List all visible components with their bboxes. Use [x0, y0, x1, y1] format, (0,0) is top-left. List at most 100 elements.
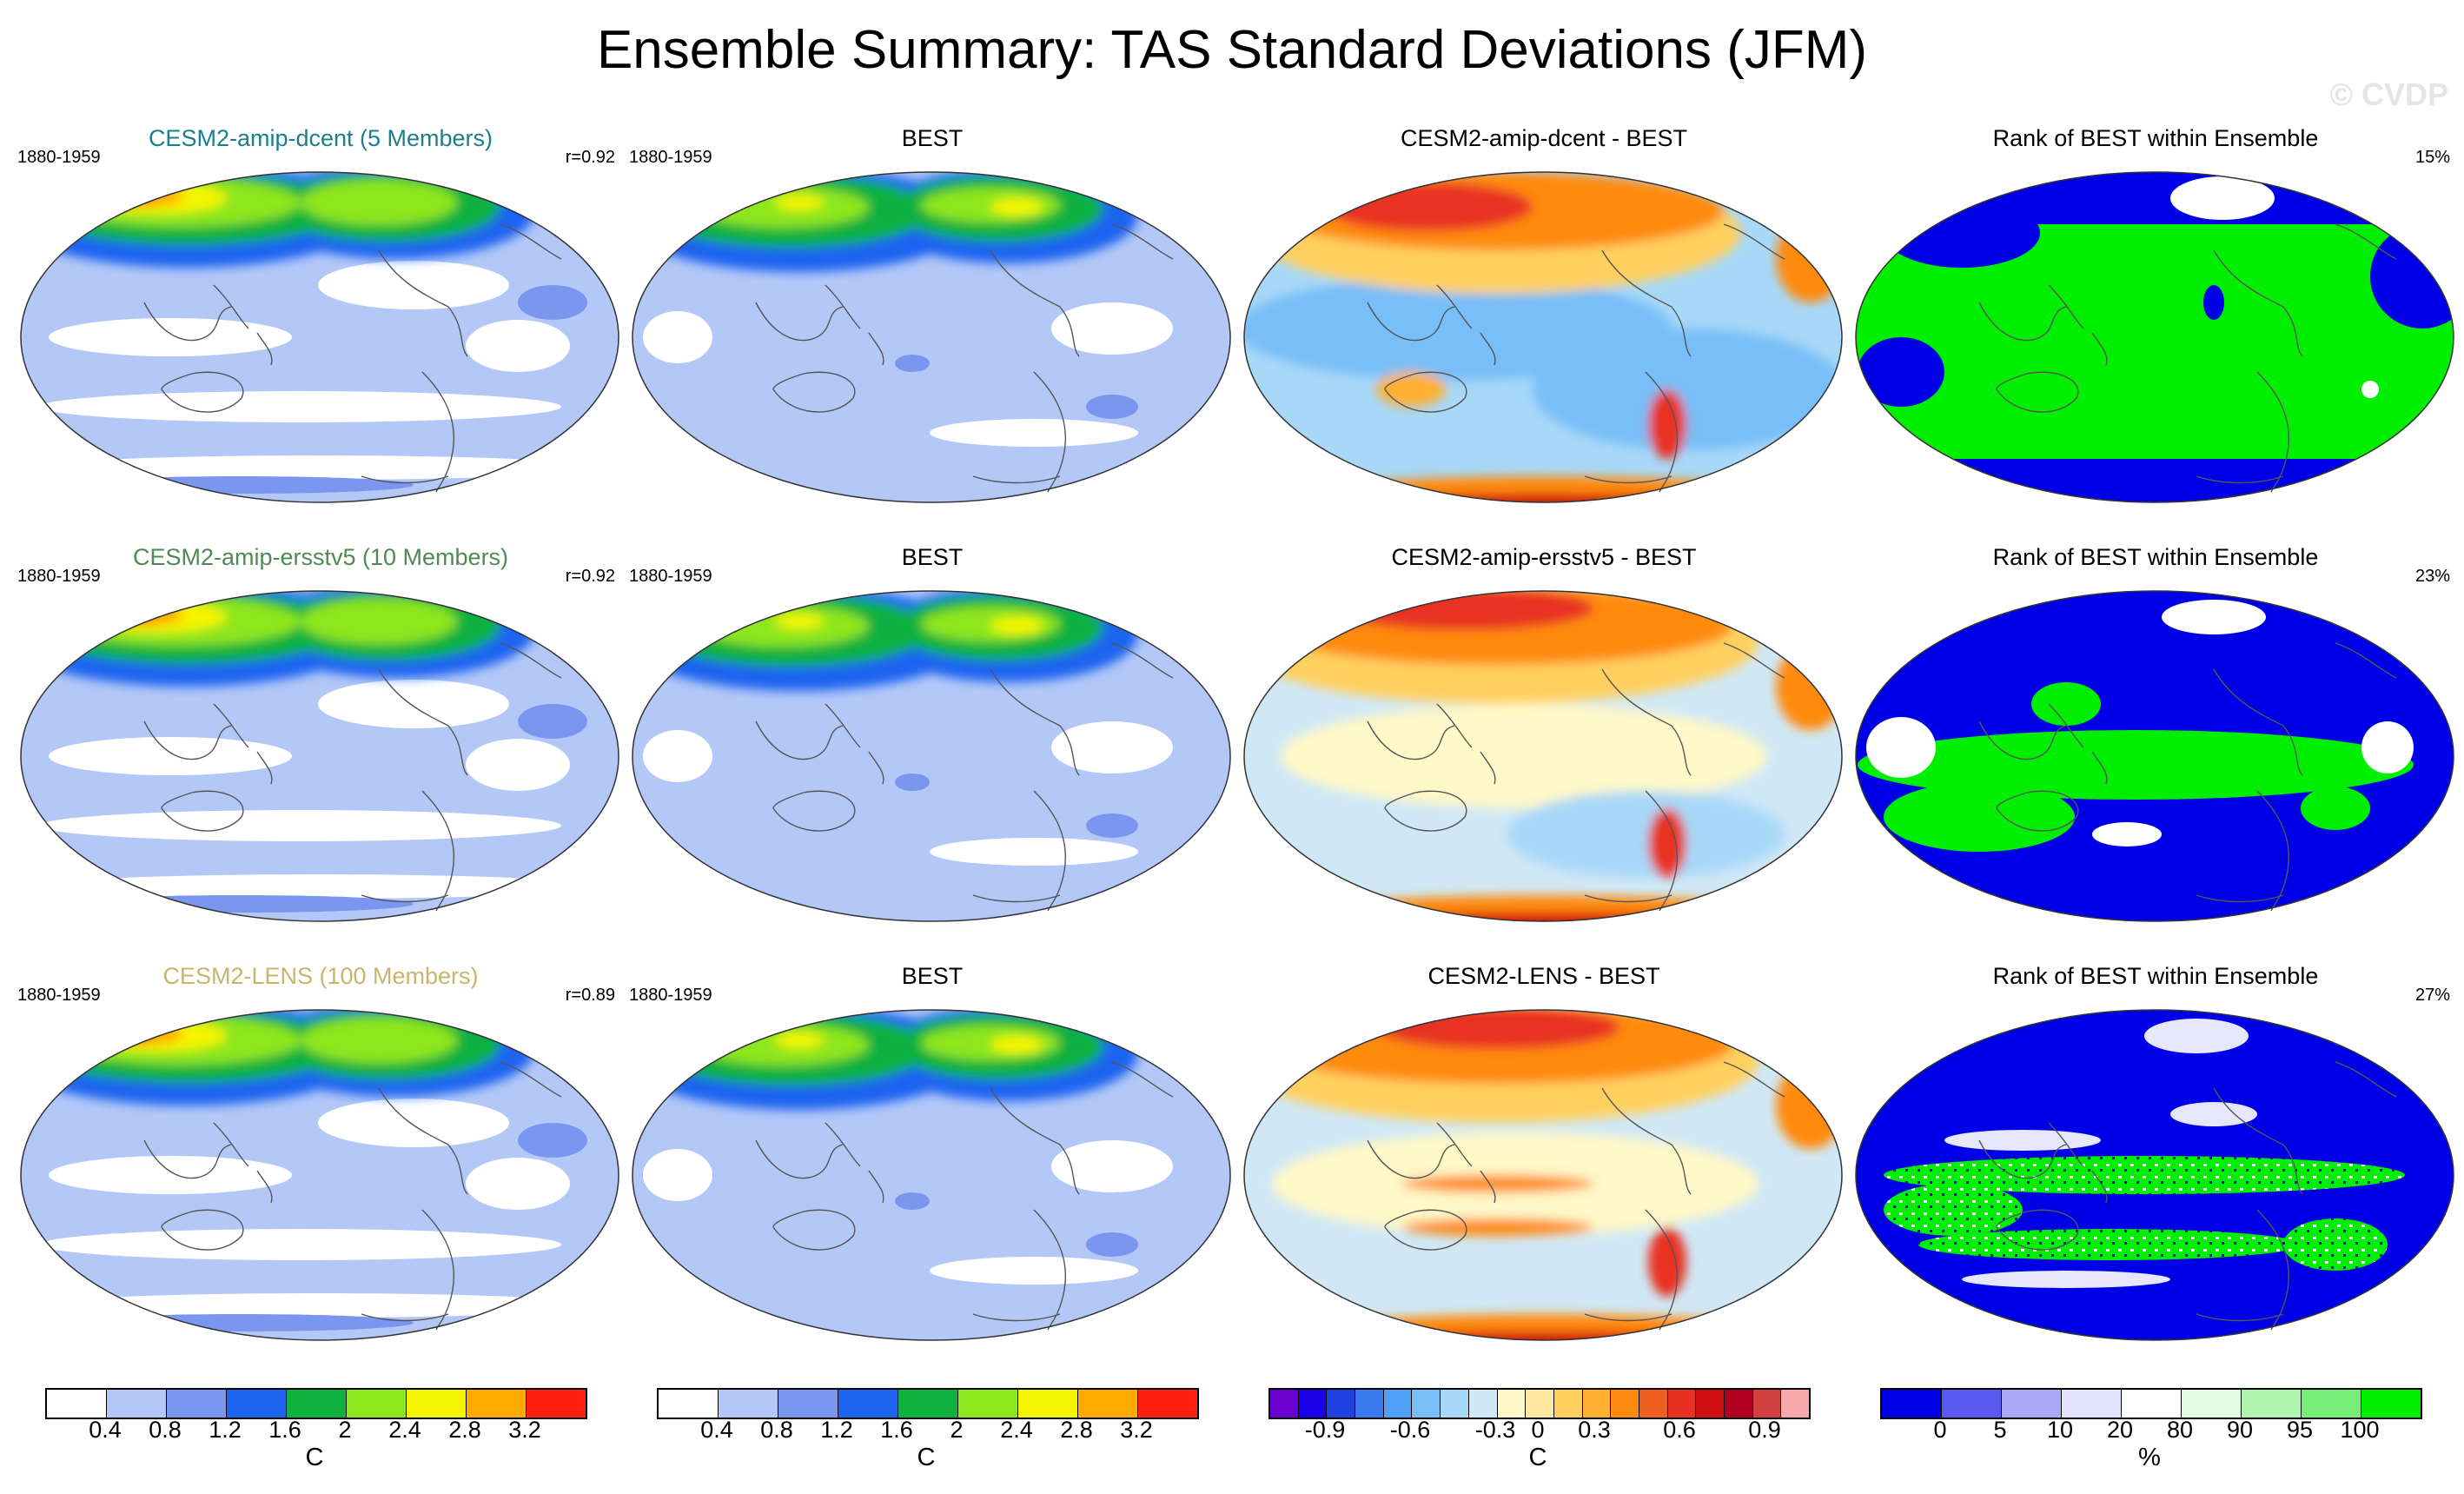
colorbar-box — [1018, 1390, 1078, 1418]
panel-r2-best: BEST 1880-1959 — [626, 544, 1239, 930]
colorbar-box — [1298, 1390, 1328, 1418]
legend-unit: C — [917, 1444, 936, 1471]
std-map-ensemble — [14, 966, 627, 1349]
legend-tick: 0 — [1531, 1417, 1545, 1443]
legend-tick: 3.2 — [508, 1417, 541, 1443]
colorbar-box — [287, 1390, 347, 1418]
rank-map — [1849, 129, 2462, 511]
correlation-label: r=0.92 — [565, 567, 615, 586]
legend-tick: 95 — [2286, 1417, 2314, 1443]
correlation-label: r=0.89 — [565, 986, 615, 1005]
colorbar-box — [1441, 1390, 1469, 1418]
legend-tick: 0.9 — [1748, 1417, 1781, 1443]
colorbar-box — [778, 1390, 838, 1418]
panel-title: Rank of BEST within Ensemble — [1992, 963, 2319, 989]
legend-tick: 2.4 — [1000, 1417, 1033, 1443]
colorbar-box — [1667, 1390, 1697, 1418]
panel-title: BEST — [901, 125, 964, 151]
colorbar-box — [1696, 1390, 1725, 1418]
colorbar-box — [1383, 1390, 1413, 1418]
legend-tick: 1.2 — [209, 1417, 242, 1443]
panel-title: CESM2-amip-dcent (5 Members) — [148, 125, 493, 151]
colorbar-box — [2302, 1390, 2361, 1418]
panel-title: CESM2-amip-dcent - BEST — [1400, 125, 1688, 151]
colorbar-box — [107, 1390, 167, 1418]
colorbar-box — [1355, 1390, 1384, 1418]
colorbar-box — [1882, 1390, 1942, 1418]
colorbar-box — [2002, 1390, 2062, 1418]
rank-percent-label: 15% — [2414, 148, 2450, 167]
panel-title: CESM2-amip-ersstv5 (10 Members) — [132, 544, 509, 570]
colorbar-box — [1497, 1390, 1527, 1418]
legend-tick: 2.8 — [1060, 1417, 1093, 1443]
legend-tick: -0.9 — [1304, 1417, 1346, 1443]
colorbar-box — [1942, 1390, 2002, 1418]
std-colorbar-2 — [657, 1388, 1199, 1419]
colorbar-box — [467, 1390, 527, 1418]
panel-r3-ensemble: CESM2-LENS (100 Members) 1880-1959 r=0.8… — [14, 963, 627, 1349]
panel-title: CESM2-LENS - BEST — [1427, 963, 1660, 989]
period-label: 1880-1959 — [17, 148, 101, 167]
std-map-best — [626, 548, 1239, 930]
colorbar-box — [2122, 1390, 2182, 1418]
panel-title: CESM2-amip-ersstv5 - BEST — [1391, 544, 1697, 570]
rank-percent-label: 27% — [2414, 986, 2450, 1005]
legend-tick: -0.3 — [1474, 1417, 1516, 1443]
colorbar-box — [167, 1390, 227, 1418]
std-map-best — [626, 966, 1239, 1349]
panel-r1-diff: CESM2-amip-dcent - BEST — [1237, 125, 1851, 511]
legend-tick: 10 — [2046, 1417, 2074, 1443]
legend-tick: 2.8 — [448, 1417, 481, 1443]
colorbar-box — [1526, 1390, 1554, 1418]
legend-tick: 0.3 — [1578, 1417, 1611, 1443]
colorbar-box — [47, 1390, 107, 1418]
period-label: 1880-1959 — [629, 567, 712, 586]
cvdp-watermark: © CVDP — [2329, 76, 2448, 112]
std-map-best — [626, 129, 1239, 511]
legend-tick: 90 — [2226, 1417, 2254, 1443]
colorbar-box — [719, 1390, 778, 1418]
panel-title: Rank of BEST within Ensemble — [1992, 544, 2319, 570]
colorbar-box — [1270, 1390, 1299, 1418]
legend-unit: C — [1528, 1444, 1547, 1471]
difference-map — [1237, 129, 1851, 511]
panel-title: BEST — [901, 963, 964, 989]
colorbar-box — [2182, 1390, 2242, 1418]
difference-map — [1237, 548, 1851, 930]
colorbar-box — [2361, 1390, 2421, 1418]
legend-tick: 3.2 — [1120, 1417, 1153, 1443]
colorbar-box — [958, 1390, 1018, 1418]
rank-map — [1849, 966, 2462, 1349]
diff-colorbar — [1268, 1388, 1811, 1419]
colorbar-box — [1725, 1390, 1753, 1418]
panel-title: BEST — [901, 544, 964, 570]
panel-r3-rank: Rank of BEST within Ensemble 27% — [1849, 963, 2462, 1349]
legend-tick: 1.6 — [880, 1417, 913, 1443]
panel-r2-ensemble: CESM2-amip-ersstv5 (10 Members) 1880-195… — [14, 544, 627, 930]
panel-r1-best: BEST 1880-1959 — [626, 125, 1239, 511]
colorbar-box — [659, 1390, 719, 1418]
colorbar-box — [1078, 1390, 1138, 1418]
std-map-ensemble — [14, 129, 627, 511]
difference-map — [1237, 966, 1851, 1349]
period-label: 1880-1959 — [17, 567, 101, 586]
colorbar-box — [1327, 1390, 1356, 1418]
colorbar-box — [227, 1390, 287, 1418]
legend-tick: -0.6 — [1389, 1417, 1431, 1443]
legend-tick: 2 — [950, 1417, 964, 1443]
colorbar-box — [1639, 1390, 1668, 1418]
legend-tick: 100 — [2340, 1417, 2380, 1443]
colorbar-box — [1138, 1390, 1197, 1418]
colorbar-box — [407, 1390, 467, 1418]
legend-tick: 0 — [1933, 1417, 1947, 1443]
legend-tick: 2 — [338, 1417, 352, 1443]
legend-tick: 0.8 — [149, 1417, 182, 1443]
std-map-ensemble — [14, 548, 627, 930]
colorbar-box — [2062, 1390, 2122, 1418]
colorbar-box — [347, 1390, 407, 1418]
colorbar-box — [1412, 1390, 1441, 1418]
period-label: 1880-1959 — [629, 986, 712, 1005]
colorbar-box — [1781, 1390, 1810, 1418]
colorbar-box — [1468, 1390, 1498, 1418]
colorbar-box — [1752, 1390, 1782, 1418]
